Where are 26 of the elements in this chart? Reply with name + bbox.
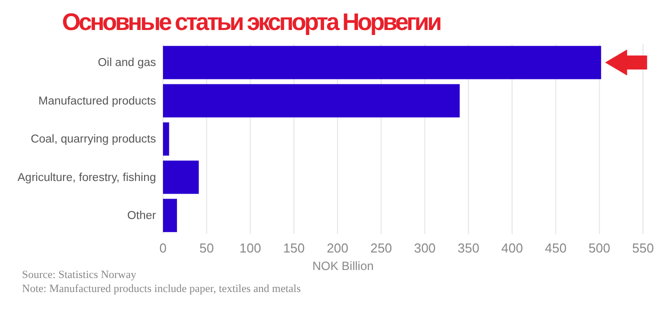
bar bbox=[163, 122, 170, 156]
x-tick-label: 200 bbox=[326, 240, 348, 256]
x-tick-label: 150 bbox=[283, 240, 305, 256]
x-tick-label: 50 bbox=[199, 240, 214, 256]
source-note: Source: Statistics Norway bbox=[22, 269, 137, 281]
x-tick-label: 450 bbox=[544, 240, 567, 256]
text: Note: Manufactured products include paper, textiles and metals bbox=[22, 283, 301, 295]
x-tick-label: 100 bbox=[239, 240, 262, 256]
bar bbox=[163, 160, 199, 194]
x-tick-label: 250 bbox=[370, 240, 392, 256]
bar bbox=[163, 46, 602, 80]
bar bbox=[163, 198, 177, 232]
y-tick-label: Manufactured products bbox=[38, 95, 156, 108]
x-tick-label: 300 bbox=[414, 240, 436, 256]
x-tick-label: 500 bbox=[588, 240, 610, 256]
chart-title: Основные статьи экспорта Норвегии bbox=[62, 9, 442, 36]
x-tick-label: 350 bbox=[458, 240, 480, 256]
x-tick-label: 550 bbox=[632, 240, 654, 256]
x-axis-title: NOK Billion bbox=[312, 259, 374, 273]
y-tick-label: Coal, quarrying products bbox=[30, 134, 156, 146]
y-tick-label: Agriculture, forestry, fishing bbox=[18, 172, 156, 184]
y-tick-label: Oil and gas bbox=[98, 57, 156, 70]
bar bbox=[163, 84, 460, 118]
x-tick-label: 400 bbox=[501, 240, 523, 256]
x-tick-label: 0 bbox=[159, 240, 167, 256]
y-tick-label: Other bbox=[127, 210, 156, 222]
